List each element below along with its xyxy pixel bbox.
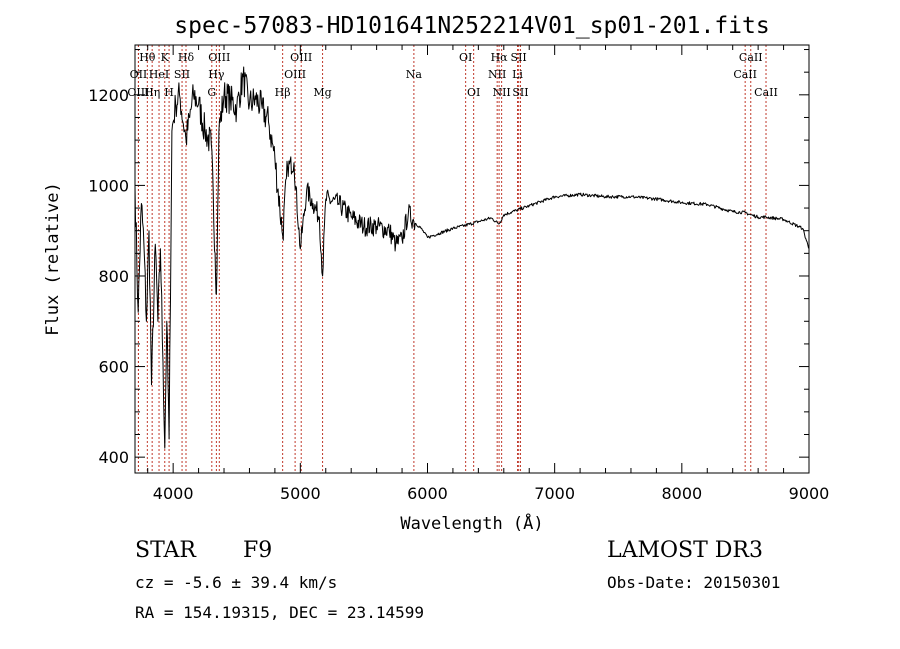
line-label-13: OIII [284, 68, 306, 81]
ra-dec-coordinates: RA = 154.19315, DEC = 23.14599 [135, 603, 424, 622]
line-label-6: SII [174, 68, 190, 81]
line-label-5: Hη [144, 86, 160, 99]
x-tick-label-3: 7000 [534, 484, 575, 503]
survey-release: LAMOST DR3 [607, 538, 763, 563]
x-tick-label-4: 8000 [661, 484, 702, 503]
line-label-9: OIII [208, 51, 230, 64]
spectrum-chart: spec-57083-HD101641N252214V01_sp01-201.f… [43, 13, 829, 534]
line-label-20: SII [511, 51, 527, 64]
line-label-11: G [207, 86, 216, 99]
line-label-4: HeI [149, 68, 169, 81]
y-tick-label-0: 400 [98, 448, 129, 467]
axis-ticks: 4000 5000 6000 7000 8000 9000 400 600 800 1000 120… [88, 45, 829, 503]
line-label-12: OIII [290, 51, 312, 64]
line-label-26: CaII [733, 68, 757, 81]
x-tick-label-0: 4000 [153, 484, 194, 503]
line-label-25: CaII [739, 51, 763, 64]
y-tick-label-3: 1000 [88, 176, 129, 195]
x-tick-label-1: 5000 [280, 484, 321, 503]
plot-frame [134, 44, 810, 474]
y-tick-label-2: 800 [98, 267, 129, 286]
object-type: STAR [135, 538, 196, 563]
y-tick-label-1: 600 [98, 358, 129, 377]
line-label-3: K [161, 51, 170, 64]
line-label-24: SII [512, 86, 528, 99]
line-label-7: H [164, 86, 174, 99]
spectrum-line [134, 66, 810, 449]
line-label-22: Li [512, 68, 523, 81]
line-label-8: Hδ [178, 51, 195, 64]
line-label-1: OII [130, 68, 148, 81]
y-axis-label: Flux (relative) [43, 182, 63, 336]
line-label-21: NII [488, 68, 506, 81]
x-tick-label-5: 9000 [789, 484, 830, 503]
observation-date: Obs-Date: 20150301 [607, 573, 781, 592]
series-layer [134, 66, 810, 449]
chart-title: spec-57083-HD101641N252214V01_sp01-201.f… [174, 13, 769, 39]
line-label-19: Hα [491, 51, 509, 64]
line-label-10: Hγ [208, 68, 225, 81]
redshift-velocity: cz = -5.6 ± 39.4 km/s [135, 573, 338, 592]
line-label-17: OI [459, 51, 472, 64]
line-label-14: Hβ [275, 86, 291, 99]
line-label-23: NII [492, 86, 510, 99]
line-label-27: CaII [754, 86, 778, 99]
subclass: F9 [243, 538, 273, 563]
y-tick-label-4: 1200 [88, 86, 129, 105]
line-label-18: OI [467, 86, 480, 99]
line-label-0: Hθ [139, 51, 156, 64]
x-tick-label-2: 6000 [407, 484, 448, 503]
emission-line-markers [137, 45, 767, 473]
line-label-15: Mg [313, 86, 331, 99]
line-label-16: Na [406, 68, 423, 81]
x-axis-label: Wavelength (Å) [400, 512, 543, 534]
line-label-2: OIII [127, 86, 149, 99]
